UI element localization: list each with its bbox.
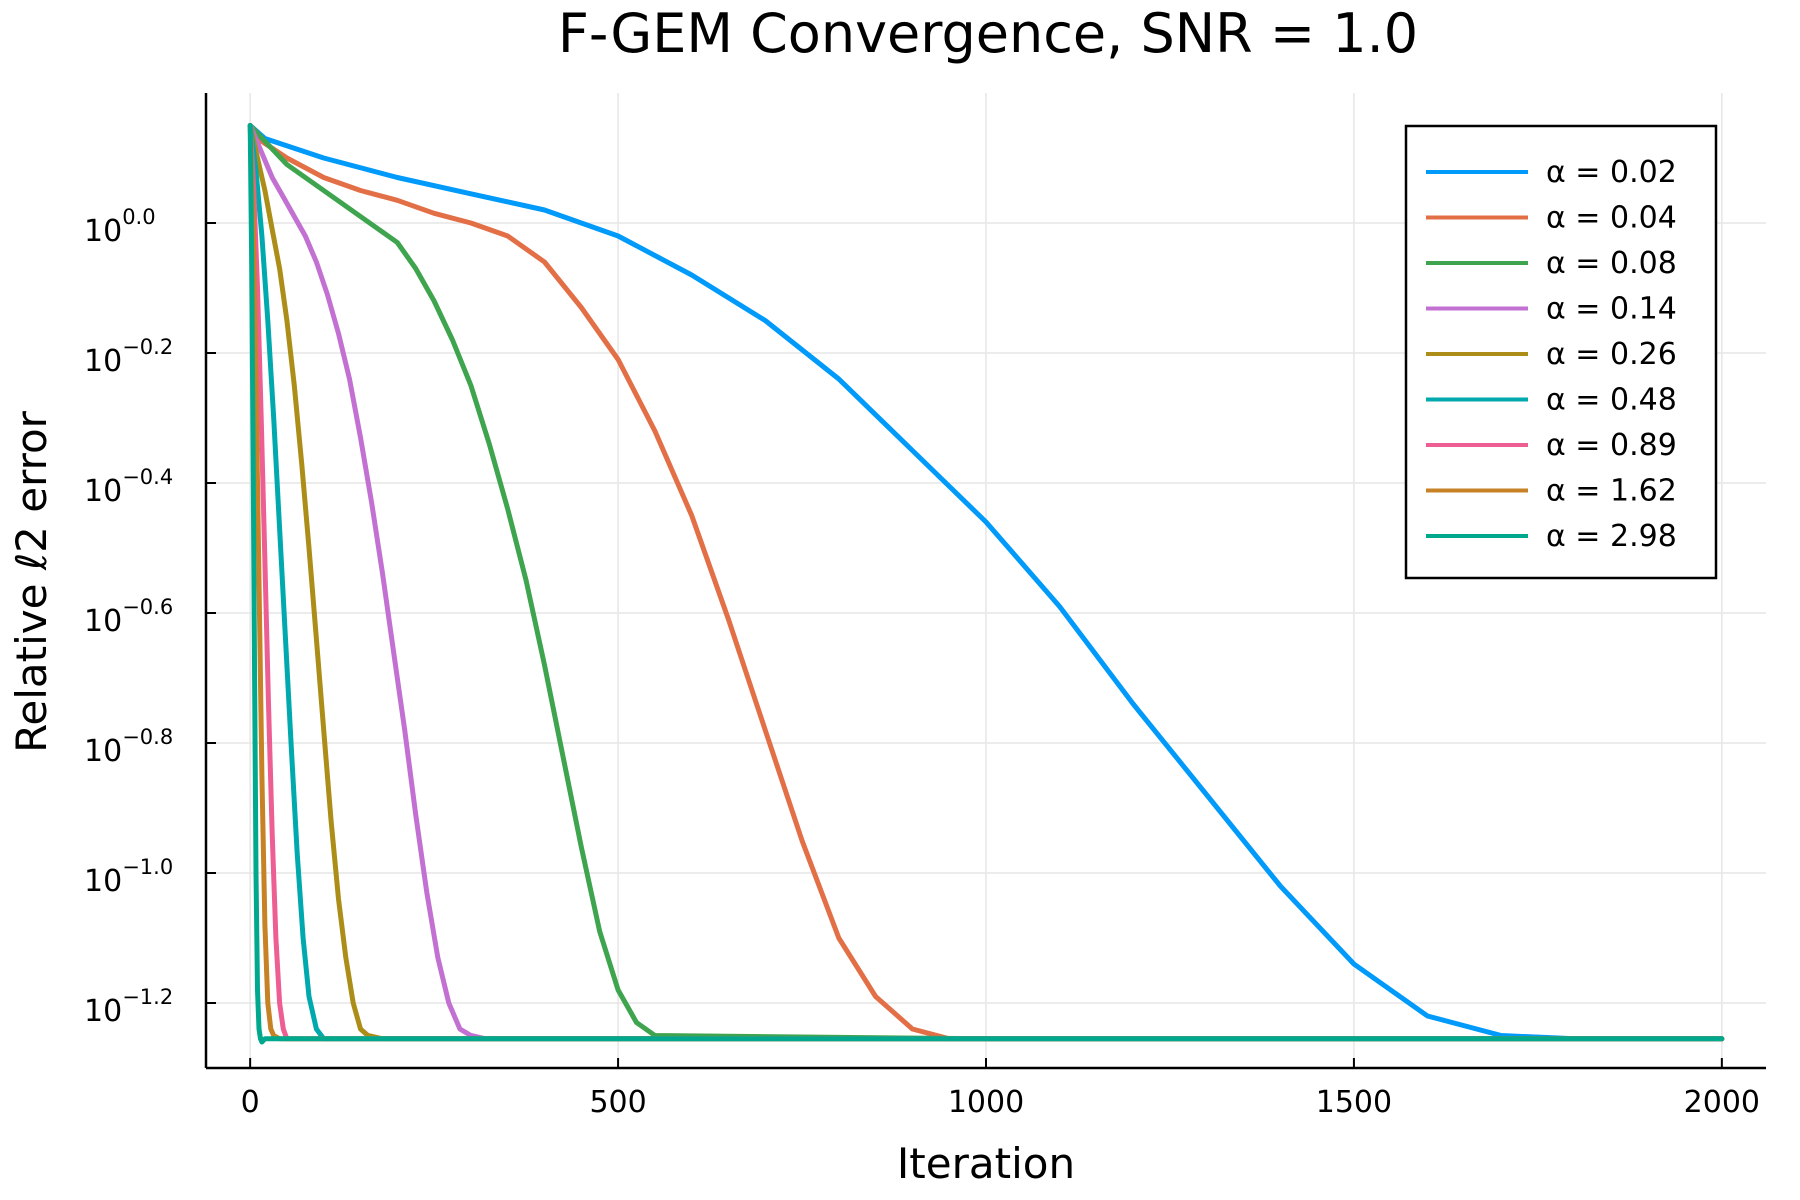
y-tick-label: 10−1.0 bbox=[84, 855, 173, 899]
series-line-6 bbox=[247, 123, 1725, 1042]
series-line-4 bbox=[247, 123, 1725, 1042]
legend-label: α = 2.98 bbox=[1546, 519, 1677, 554]
x-tick-label: 1500 bbox=[1316, 1085, 1392, 1120]
legend-label: α = 0.14 bbox=[1546, 292, 1677, 327]
legend-label: α = 0.48 bbox=[1546, 383, 1677, 418]
legend-items: α = 0.02 α = 0.04 α = 0.08 α = 0.14 α = 0.26… bbox=[1426, 155, 1677, 554]
legend-label: α = 0.26 bbox=[1546, 337, 1677, 372]
series-line-2 bbox=[247, 123, 1725, 1042]
chart-title: F-GEM Convergence, SNR = 1.0 bbox=[558, 2, 1418, 65]
legend-label: α = 0.04 bbox=[1546, 201, 1677, 236]
series-line-1 bbox=[247, 123, 1725, 1042]
series-line-3 bbox=[247, 123, 1725, 1042]
legend-label: α = 0.08 bbox=[1546, 246, 1677, 281]
series-line-9 bbox=[247, 123, 1725, 1045]
x-tick-label: 0 bbox=[241, 1085, 260, 1120]
series-layer bbox=[247, 123, 1725, 1045]
y-tick-label: 10−0.8 bbox=[84, 725, 173, 769]
y-tick-label: 100.0 bbox=[84, 205, 156, 249]
x-tick-label: 1000 bbox=[948, 1085, 1024, 1120]
x-tick-label: 2000 bbox=[1684, 1085, 1760, 1120]
legend-label: α = 1.62 bbox=[1546, 474, 1677, 509]
x-tick-label: 500 bbox=[589, 1085, 646, 1120]
legend-label: α = 0.02 bbox=[1546, 155, 1677, 190]
y-tick-label: 10−1.2 bbox=[84, 985, 173, 1029]
x-axis-label: Iteration bbox=[897, 1139, 1075, 1188]
y-ticks: 100.0 10−0.2 10−0.4 10−0.6 10−0.8 10−1.0 10−1.… bbox=[84, 205, 216, 1029]
y-axis-label: Relative ℓ2 error bbox=[7, 410, 56, 753]
x-ticks: 0 500 1000 1500 2000 bbox=[241, 1058, 1760, 1120]
series-line-5 bbox=[247, 123, 1725, 1042]
legend-label: α = 0.89 bbox=[1546, 428, 1677, 463]
y-tick-label: 10−0.2 bbox=[84, 335, 173, 379]
legend: α = 0.02 α = 0.04 α = 0.08 α = 0.14 α = 0.26… bbox=[1404, 124, 1718, 580]
y-tick-label: 10−0.4 bbox=[84, 465, 173, 509]
y-tick-label: 10−0.6 bbox=[84, 595, 173, 639]
